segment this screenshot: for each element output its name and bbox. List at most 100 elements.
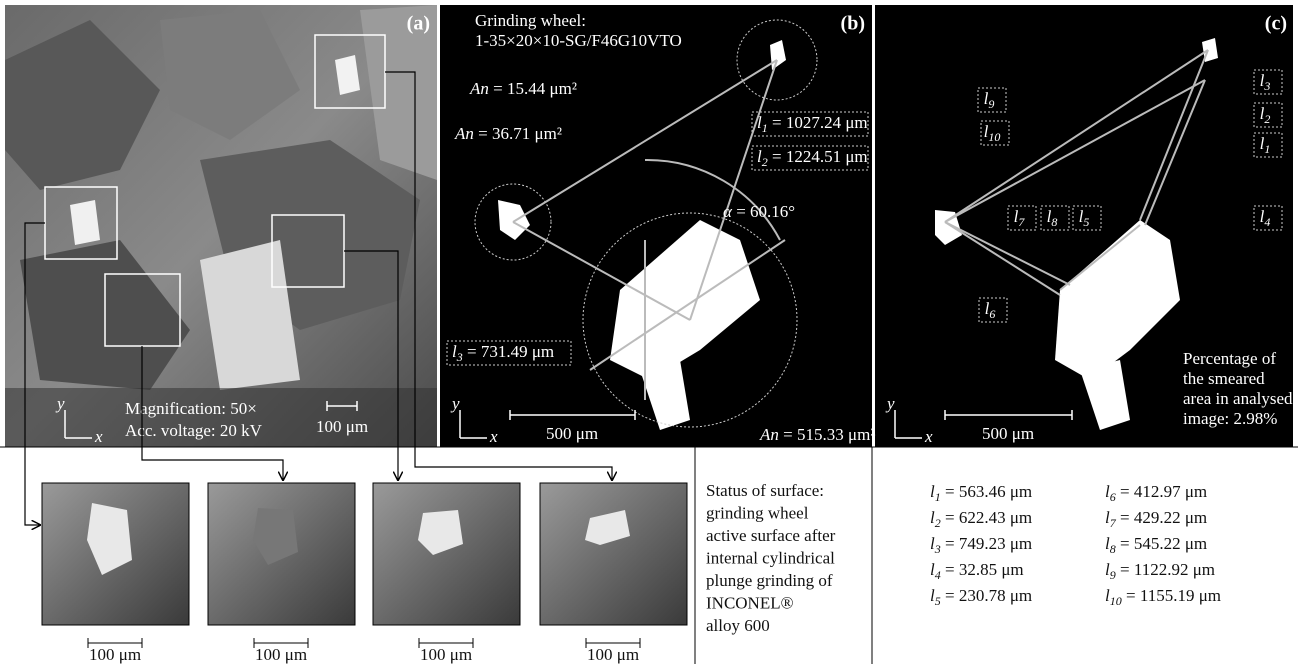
scale-label: 100 μm [89, 645, 141, 664]
symbol: An [454, 124, 474, 143]
symbol-label: l1 = 563.46 μm [930, 482, 1032, 504]
value-text: = 32.85 μm [941, 560, 1024, 579]
axis-y: y [450, 394, 460, 413]
wheel-spec: 1-35×20×10-SG/F46G10VTO [475, 31, 682, 50]
symbol: l [1079, 207, 1084, 226]
symbol-label: l8 = 545.22 μm [1105, 534, 1207, 556]
thumbnail [372, 482, 521, 626]
symbol-label: An = 36.71 μm² [454, 124, 562, 143]
subscript: 2 [935, 516, 941, 530]
subscript: 7 [1018, 215, 1025, 229]
panel-b: (b) Grinding wheel: 1-35×20×10-SG/F46G10… [440, 5, 872, 447]
symbol: l [1260, 207, 1265, 226]
symbol-label: l7 [1014, 207, 1026, 229]
subscript: 3 [934, 542, 941, 556]
axis-x: x [489, 427, 498, 446]
marker-box [1253, 205, 1283, 231]
symbol-label: l6 = 412.97 μm [1105, 482, 1207, 504]
symbol-label: l4 = 32.85 μm [930, 560, 1024, 582]
subscript: 1 [935, 490, 941, 504]
panel-a: (a) Magnification: 50× Acc. voltage: 20 … [5, 5, 437, 447]
subscript: 5 [1083, 215, 1089, 229]
symbol: l [984, 122, 989, 141]
marker-box [1253, 132, 1283, 158]
value-text: = 429.22 μm [1116, 508, 1207, 527]
note-line: area in analysed [1183, 389, 1293, 408]
panel-c: (c) Percentage of the smeared area in an… [875, 5, 1293, 447]
symbol-label: l2 = 622.43 μm [930, 508, 1032, 530]
symbol: l [1105, 508, 1110, 527]
symbol-label: l3 = 749.23 μm [930, 534, 1032, 556]
scale-bar [87, 638, 143, 648]
symbol: l [1105, 560, 1110, 579]
subscript: 7 [1110, 516, 1117, 530]
symbol: l [1014, 207, 1019, 226]
symbol: l [757, 113, 762, 132]
symbol-label: l10 = 1155.19 μm [1105, 586, 1221, 608]
scale-label: 500 μm [546, 424, 598, 443]
marker-box [978, 297, 1008, 323]
scale-label: 100 μm [420, 645, 472, 664]
symbol: l [930, 560, 935, 579]
subscript: 8 [1051, 215, 1057, 229]
value-text: = 1122.92 μm [1116, 560, 1215, 579]
marker-box [1072, 205, 1102, 231]
status-line: alloy 600 [706, 616, 770, 635]
particle [87, 503, 132, 575]
magnification: Magnification: 50× [125, 399, 257, 418]
scale-bar [418, 638, 474, 648]
symbol: l [1105, 586, 1110, 605]
voltage: Acc. voltage: 20 kV [125, 421, 263, 440]
wheel-title: Grinding wheel: [475, 11, 586, 30]
subscript: 2 [762, 155, 768, 169]
subscript: 1 [1264, 142, 1270, 156]
thumbnails: 100 μm 100 μm 100 μm 100 μm [41, 482, 688, 664]
symbol: l [930, 508, 935, 527]
marker-box [1253, 69, 1283, 95]
marker-box [1007, 205, 1037, 231]
scale-label: 100 μm [255, 645, 307, 664]
scale-bar [585, 638, 641, 648]
symbol: l [1047, 207, 1052, 226]
value-text: = 563.46 μm [941, 482, 1032, 501]
subscript: 2 [1264, 112, 1270, 126]
symbol-label: l2 = 1224.51 μm [757, 147, 868, 169]
symbol: l [1105, 534, 1110, 553]
symbol-label: An = 515.33 μm² [759, 425, 875, 444]
symbol: l [757, 147, 762, 166]
value-text: = 412.97 μm [1116, 482, 1207, 501]
value-text: = 731.49 μm [463, 342, 554, 361]
marker-box [1040, 205, 1070, 231]
panel-label: (b) [841, 13, 865, 35]
subscript: 5 [935, 594, 941, 608]
symbol: l [984, 89, 989, 108]
status-line: INCONEL® [706, 593, 794, 612]
subscript: 9 [1110, 568, 1116, 582]
symbol: l [1260, 134, 1265, 153]
symbol-label: l9 = 1122.92 μm [1105, 560, 1215, 582]
symbol: l [1105, 482, 1110, 501]
note-line: the smeared [1183, 369, 1265, 388]
subscript: 9 [988, 97, 994, 111]
symbol-label: l10 [984, 122, 1001, 144]
symbol: l [930, 586, 935, 605]
symbol: l [1260, 104, 1265, 123]
axis-x: x [94, 427, 103, 446]
status-line: plunge grinding of [706, 571, 833, 590]
value-text: = 622.43 μm [941, 508, 1032, 527]
value-text: = 1224.51 μm [768, 147, 868, 166]
status-line: grinding wheel [706, 503, 809, 522]
panel-label: (a) [407, 13, 430, 35]
symbol-label: l5 [1079, 207, 1090, 229]
scale-label: 100 μm [587, 645, 639, 664]
symbol-label: l3 [1260, 71, 1271, 93]
symbol-label: l1 = 1027.24 μm [757, 113, 868, 135]
symbol-label: l2 [1260, 104, 1271, 126]
value-text: = 36.71 μm² [474, 124, 562, 143]
symbol-label: l8 [1047, 207, 1058, 229]
subscript: 3 [1263, 79, 1270, 93]
value-text: = 749.23 μm [941, 534, 1032, 553]
symbol-label: l1 [1260, 134, 1271, 156]
thumbnail [539, 482, 688, 626]
